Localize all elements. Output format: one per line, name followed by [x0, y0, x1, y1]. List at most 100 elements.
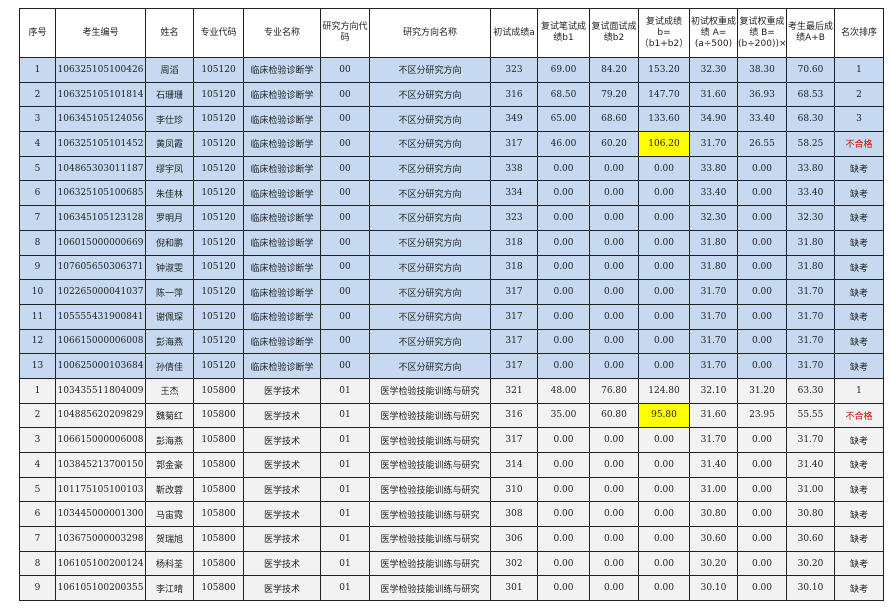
- cell-final-score: 33.80: [786, 155, 835, 182]
- cell-final-score: 30.20: [786, 550, 835, 577]
- cell-direction-code: 00: [320, 205, 370, 231]
- cell-interview-score: 84.20: [589, 57, 639, 83]
- cell-rank: 缺考: [834, 526, 884, 552]
- header-name: 姓名: [145, 8, 194, 58]
- cell-direction-code: 00: [320, 155, 370, 182]
- cell-final-score: 31.70: [786, 303, 835, 330]
- cell-retest-weighted: 0.00: [737, 427, 787, 453]
- cell-interview-score: 0.00: [589, 279, 639, 305]
- cell-final-score: 70.60: [786, 57, 835, 83]
- cell-prelim-weighted: 31.00: [689, 476, 738, 503]
- cell-prelim-weighted: 31.40: [689, 452, 738, 478]
- header-prelim-weighted: 初试权重成绩 A=(a÷500): [689, 8, 738, 58]
- cell-candidate-id: 103435511804009: [55, 377, 146, 404]
- cell-rank: 缺考: [834, 476, 884, 503]
- cell-interview-score: 0.00: [589, 229, 639, 256]
- cell-rank: 缺考: [834, 229, 884, 256]
- cell-direction-code: 00: [320, 229, 370, 256]
- cell-prelim-weighted: 30.80: [689, 501, 738, 528]
- table-row: 4 103845213700150 郭金豪 105800 医学技术 01 医学检验技能训练与…: [19, 452, 884, 478]
- cell-rank: 缺考: [834, 205, 884, 231]
- cell-prelim-weighted: 31.70: [689, 353, 738, 379]
- cell-name: 王杰: [145, 377, 194, 404]
- cell-candidate-id: 106615000006008: [55, 427, 146, 453]
- cell-major-code: 105120: [193, 254, 244, 281]
- cell-name: 郭金豪: [145, 452, 194, 478]
- cell-name: 魏菊红: [145, 402, 194, 429]
- cell-written-score: 69.00: [537, 57, 590, 83]
- cell-written-score: 46.00: [537, 131, 590, 157]
- cell-major-code: 105120: [193, 279, 244, 305]
- cell-seq: 10: [19, 279, 56, 305]
- cell-retest-score: 0.00: [638, 501, 690, 528]
- table-row: 2 104885620209829 魏菊红 105800 医学技术 01 医学检验技能训练与…: [19, 402, 884, 429]
- cell-interview-score: 0.00: [589, 452, 639, 478]
- cell-rank: 缺考: [834, 550, 884, 577]
- cell-retest-score: 95.80: [638, 402, 690, 429]
- cell-interview-score: 0.00: [589, 254, 639, 281]
- cell-major-name: 医学技术: [243, 550, 321, 577]
- cell-seq: 6: [19, 180, 56, 207]
- cell-direction-code: 00: [320, 57, 370, 83]
- cell-major-code: 105120: [193, 57, 244, 83]
- cell-final-score: 30.80: [786, 501, 835, 528]
- header-direction-code: 研究方向代码: [320, 8, 370, 58]
- cell-prelim-score: 301: [490, 575, 538, 602]
- cell-prelim-score: 308: [490, 501, 538, 528]
- cell-retest-weighted: 33.40: [737, 106, 787, 133]
- header-final-score: 考生最后成绩A+B: [786, 8, 835, 58]
- cell-direction-code: 01: [320, 550, 370, 577]
- cell-interview-score: 79.20: [589, 81, 639, 108]
- cell-prelim-weighted: 30.60: [689, 526, 738, 552]
- cell-retest-weighted: 0.00: [737, 303, 787, 330]
- cell-candidate-id: 101175105100103: [55, 476, 146, 503]
- cell-direction-name: 不区分研究方向: [369, 353, 491, 379]
- cell-retest-score: 0.00: [638, 550, 690, 577]
- cell-direction-name: 不区分研究方向: [369, 205, 491, 231]
- cell-prelim-weighted: 31.70: [689, 328, 738, 355]
- cell-major-name: 医学技术: [243, 575, 321, 602]
- cell-interview-score: 0.00: [589, 476, 639, 503]
- cell-direction-code: 01: [320, 427, 370, 453]
- cell-major-code: 105800: [193, 402, 244, 429]
- table-row: 9 106105100200355 李江晴 105800 医学技术 01 医学检验技能训练与…: [19, 575, 884, 602]
- cell-major-name: 临床检验诊断学: [243, 328, 321, 355]
- cell-retest-weighted: 23.95: [737, 402, 787, 429]
- cell-major-name: 临床检验诊断学: [243, 155, 321, 182]
- cell-prelim-score: 310: [490, 476, 538, 503]
- cell-written-score: 68.50: [537, 81, 590, 108]
- cell-major-code: 105120: [193, 205, 244, 231]
- cell-rank: 1: [834, 377, 884, 404]
- cell-written-score: 0.00: [537, 476, 590, 503]
- cell-prelim-score: 316: [490, 402, 538, 429]
- cell-major-code: 105120: [193, 229, 244, 256]
- header-direction-name: 研究方向名称: [369, 8, 491, 58]
- cell-candidate-id: 107605650306371: [55, 254, 146, 281]
- cell-direction-name: 不区分研究方向: [369, 328, 491, 355]
- cell-written-score: 35.00: [537, 402, 590, 429]
- cell-direction-code: 00: [320, 328, 370, 355]
- cell-direction-code: 01: [320, 575, 370, 602]
- cell-final-score: 30.10: [786, 575, 835, 602]
- cell-retest-score: 106.20: [638, 131, 690, 157]
- cell-interview-score: 0.00: [589, 501, 639, 528]
- header-prelim-score: 初试成绩a: [490, 8, 538, 58]
- cell-major-code: 105120: [193, 180, 244, 207]
- cell-major-name: 临床检验诊断学: [243, 81, 321, 108]
- cell-interview-score: 0.00: [589, 427, 639, 453]
- cell-seq: 1: [19, 377, 56, 404]
- cell-name: 杨科荃: [145, 550, 194, 577]
- cell-candidate-id: 104865303011187: [55, 155, 146, 182]
- cell-seq: 7: [19, 526, 56, 552]
- cell-direction-name: 不区分研究方向: [369, 81, 491, 108]
- cell-candidate-id: 106325105100685: [55, 180, 146, 207]
- cell-direction-code: 00: [320, 180, 370, 207]
- cell-major-code: 105120: [193, 131, 244, 157]
- cell-interview-score: 0.00: [589, 155, 639, 182]
- cell-prelim-weighted: 33.80: [689, 155, 738, 182]
- cell-seq: 3: [19, 427, 56, 453]
- cell-retest-weighted: 0.00: [737, 205, 787, 231]
- cell-direction-code: 01: [320, 476, 370, 503]
- table-row: 11 105555431900841 谢佩琛 105120 临床检验诊断学 00 不区分研究…: [19, 303, 884, 330]
- cell-retest-weighted: 26.55: [737, 131, 787, 157]
